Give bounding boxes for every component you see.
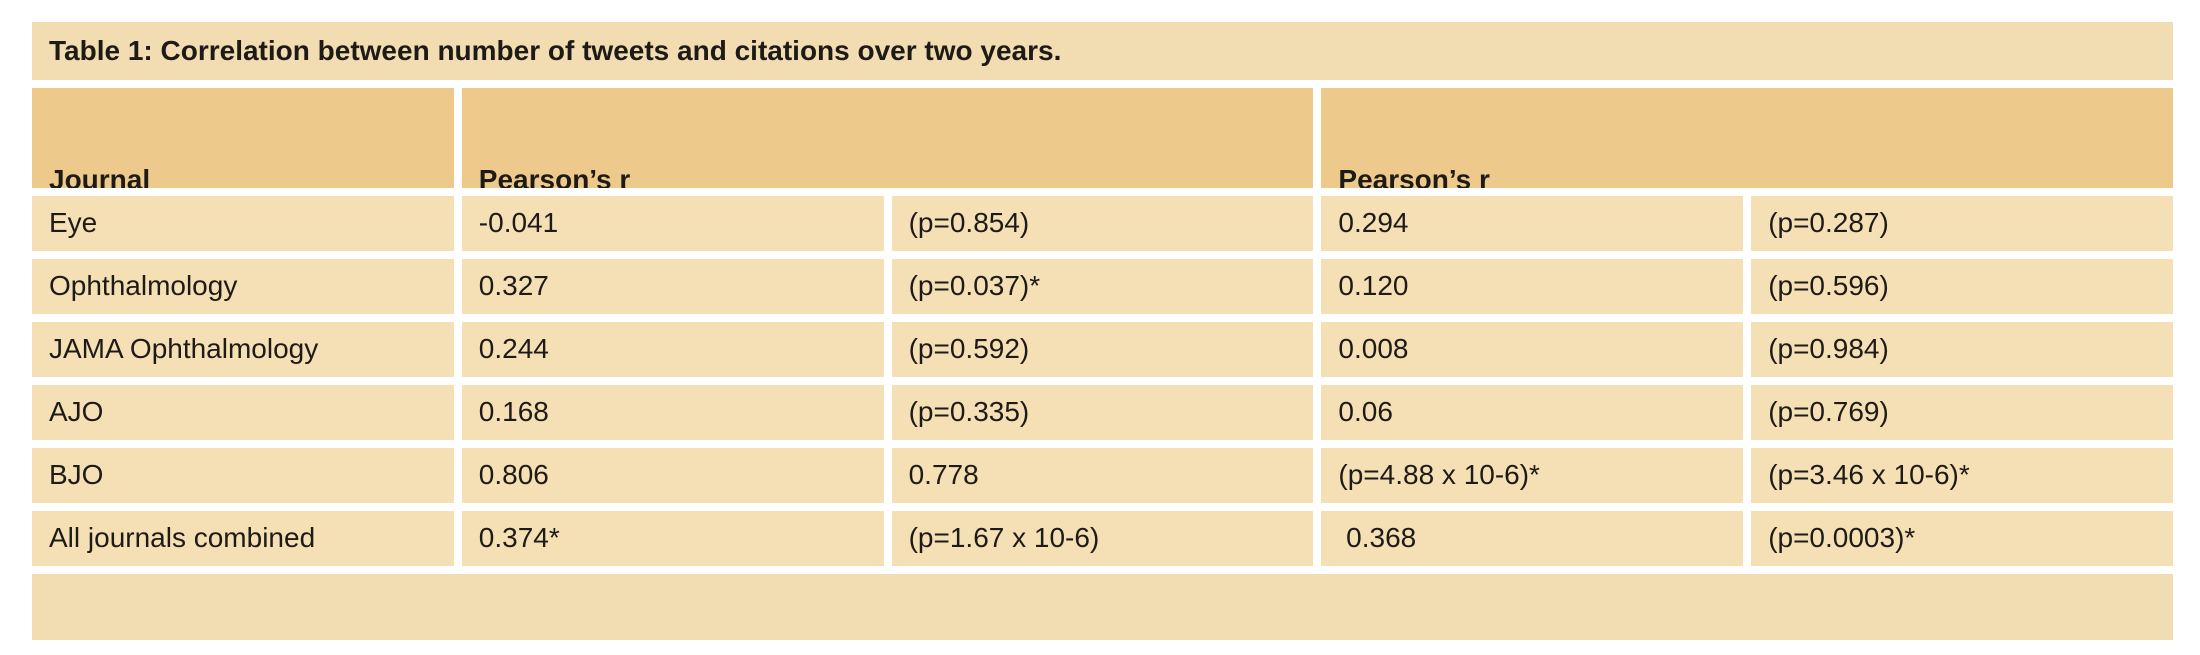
p-value-cell: (p=0.287) bbox=[1751, 196, 2173, 251]
journal-cell: All journals combined bbox=[32, 511, 454, 566]
r-value-cell: 0.368 bbox=[1321, 511, 1744, 566]
column-header-journal-label: Journal bbox=[49, 163, 151, 188]
journal-cell: Eye bbox=[32, 196, 454, 251]
pearsons-r-all-title: Pearson’s r bbox=[478, 163, 631, 188]
pearsons-r-original-title: Pearson’s r bbox=[1338, 163, 1490, 188]
p-value-cell: (p=0.592) bbox=[891, 322, 1314, 377]
journal-cell: AJO bbox=[32, 385, 454, 440]
p-value-cell: (p=0.984) bbox=[1751, 322, 2173, 377]
r-value-cell: 0.008 bbox=[1321, 322, 1744, 377]
p-value-cell: (p=0.854) bbox=[891, 196, 1314, 251]
column-header-pearsons-r-all: Pearson’s r All articles bbox=[461, 88, 1314, 188]
r-value-cell: -0.041 bbox=[461, 196, 884, 251]
journal-cell: Ophthalmology bbox=[32, 259, 454, 314]
r-value-cell: 0.778 bbox=[891, 448, 1314, 503]
r-value-cell: 0.06 bbox=[1321, 385, 1744, 440]
table-key-footnote: Key: *Statistically significant associat… bbox=[32, 574, 2173, 640]
correlation-table: Table 1: Correlation between number of t… bbox=[32, 22, 2173, 640]
r-value-cell: 0.168 bbox=[461, 385, 884, 440]
journal-cell: BJO bbox=[32, 448, 454, 503]
p-value-cell: (p=0.037)* bbox=[891, 259, 1314, 314]
r-value-cell: 0.120 bbox=[1321, 259, 1744, 314]
r-value-cell: 0.374* bbox=[461, 511, 884, 566]
r-value-cell: 0.327 bbox=[461, 259, 884, 314]
r-value-cell: 0.294 bbox=[1321, 196, 1744, 251]
p-value-cell: (p=1.67 x 10-6) bbox=[891, 511, 1314, 566]
p-value-cell: (p=0.0003)* bbox=[1751, 511, 2173, 566]
column-header-journal: Journal bbox=[32, 88, 454, 188]
p-value-cell: (p=0.335) bbox=[891, 385, 1314, 440]
p-value-cell: (p=0.596) bbox=[1751, 259, 2173, 314]
table-title: Table 1: Correlation between number of t… bbox=[32, 22, 2173, 80]
r-value-cell: 0.244 bbox=[461, 322, 884, 377]
p-value-cell: (p=4.88 x 10-6)* bbox=[1321, 448, 1744, 503]
journal-cell: JAMA Ophthalmology bbox=[32, 322, 454, 377]
p-value-cell: (p=0.769) bbox=[1751, 385, 2173, 440]
r-value-cell: 0.806 bbox=[461, 448, 884, 503]
p-value-cell: (p=3.46 x 10-6)* bbox=[1751, 448, 2173, 503]
column-header-pearsons-r-original: Pearson’s r Original research articles o… bbox=[1321, 88, 2173, 188]
